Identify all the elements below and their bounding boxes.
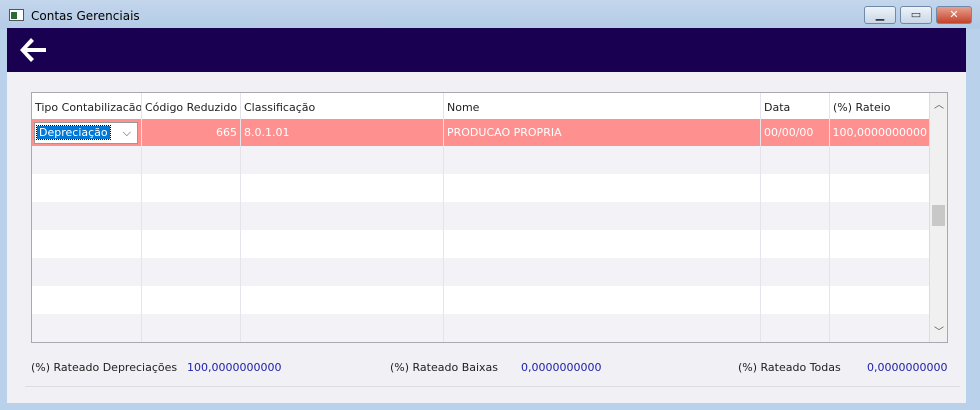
- cell-rateio: 100,0000000000: [832, 126, 927, 139]
- empty-cell: [444, 314, 761, 342]
- empty-cell: [444, 230, 761, 258]
- arrow-left-icon: [20, 38, 46, 62]
- empty-cell: [241, 314, 444, 342]
- cell-nome: PRODUCAO PROPRIA: [444, 119, 761, 146]
- empty-cell: [241, 146, 444, 174]
- empty-cell: [32, 202, 142, 230]
- empty-cell: [830, 230, 930, 258]
- empty-cell: [761, 146, 830, 174]
- empty-cell: [142, 286, 241, 314]
- empty-cell: [830, 146, 930, 174]
- empty-cell: [32, 174, 142, 202]
- divider: [25, 386, 960, 387]
- empty-cell: [830, 314, 930, 342]
- col-classificacao[interactable]: Classificação: [241, 93, 444, 121]
- empty-cell: [32, 230, 142, 258]
- empty-cell: [241, 286, 444, 314]
- empty-cell: [444, 286, 761, 314]
- empty-cell: [142, 202, 241, 230]
- col-tipo[interactable]: Tipo Contabilizacão: [32, 93, 142, 121]
- empty-row: [32, 286, 930, 314]
- empty-cell: [761, 286, 830, 314]
- col-rateio[interactable]: (%) Rateio: [833, 100, 891, 114]
- rateado-todas-label: (%) Rateado Todas: [738, 361, 841, 374]
- empty-cell: [32, 314, 142, 342]
- empty-cell: [142, 174, 241, 202]
- scroll-down-icon[interactable]: ﹀: [934, 327, 944, 338]
- empty-cell: [830, 258, 930, 286]
- rateado-depreciacoes-label: (%) Rateado Depreciações: [31, 361, 178, 374]
- empty-cell: [761, 314, 830, 342]
- empty-cell: [241, 174, 444, 202]
- empty-cell: [142, 146, 241, 174]
- empty-cell: [830, 174, 930, 202]
- empty-cell: [444, 202, 761, 230]
- empty-cell: [142, 314, 241, 342]
- empty-cell: [761, 230, 830, 258]
- empty-row: [32, 202, 930, 230]
- empty-row: [32, 146, 930, 174]
- col-nome[interactable]: Nome: [444, 93, 761, 121]
- window-client: Tipo Contabilizacão Código Reduzido Clas…: [7, 28, 966, 403]
- empty-row: [32, 258, 930, 286]
- empty-cell: [142, 258, 241, 286]
- empty-cell: [241, 230, 444, 258]
- title-bar: Contas Gerenciais ▁ ▭ ✕: [0, 0, 980, 29]
- empty-cell: [444, 174, 761, 202]
- cell-classificacao: 8.0.1.01: [241, 119, 444, 146]
- empty-cell: [142, 230, 241, 258]
- table-row[interactable]: Depreciação ⌵ 665 8.0.1.01 PRODUCAO PROP…: [32, 119, 930, 146]
- vertical-scrollbar[interactable]: ︿ ﹀: [929, 93, 947, 342]
- empty-row: [32, 230, 930, 258]
- tipo-select[interactable]: Depreciação ⌵: [34, 121, 138, 144]
- chevron-down-icon: ⌵: [122, 125, 131, 139]
- empty-cell: [830, 202, 930, 230]
- rateado-baixas-value: 0,0000000000: [521, 361, 602, 374]
- accounts-grid: Tipo Contabilizacão Código Reduzido Clas…: [31, 92, 948, 343]
- rateado-baixas-label: (%) Rateado Baixas: [390, 361, 499, 374]
- rateado-depreciacoes-value: 100,0000000000: [187, 361, 282, 374]
- empty-cell: [761, 258, 830, 286]
- empty-cell: [32, 258, 142, 286]
- window-title: Contas Gerenciais: [31, 9, 140, 23]
- empty-cell: [241, 202, 444, 230]
- empty-cell: [444, 146, 761, 174]
- back-button[interactable]: [17, 36, 49, 64]
- empty-cell: [444, 258, 761, 286]
- empty-cell: [761, 174, 830, 202]
- col-codigo[interactable]: Código Reduzido: [142, 93, 241, 121]
- rateado-todas-value: 0,0000000000: [867, 361, 948, 374]
- scroll-thumb[interactable]: [932, 205, 945, 226]
- empty-cell: [761, 202, 830, 230]
- empty-cell: [32, 146, 142, 174]
- maximize-button[interactable]: ▭: [900, 6, 932, 24]
- grid-header: Tipo Contabilizacão Código Reduzido Clas…: [32, 93, 930, 121]
- empty-cell: [32, 286, 142, 314]
- minimize-button[interactable]: ▁: [864, 6, 896, 24]
- empty-row: [32, 174, 930, 202]
- toolbar: [7, 28, 966, 72]
- cell-codigo: 665: [142, 119, 241, 146]
- cell-data: 00/00/00: [761, 119, 830, 146]
- col-data[interactable]: Data: [761, 93, 830, 121]
- scroll-up-icon[interactable]: ︿: [934, 100, 944, 111]
- close-button[interactable]: ✕: [936, 6, 972, 24]
- empty-cell: [241, 258, 444, 286]
- empty-row: [32, 314, 930, 342]
- app-icon: [9, 9, 24, 21]
- empty-cell: [830, 286, 930, 314]
